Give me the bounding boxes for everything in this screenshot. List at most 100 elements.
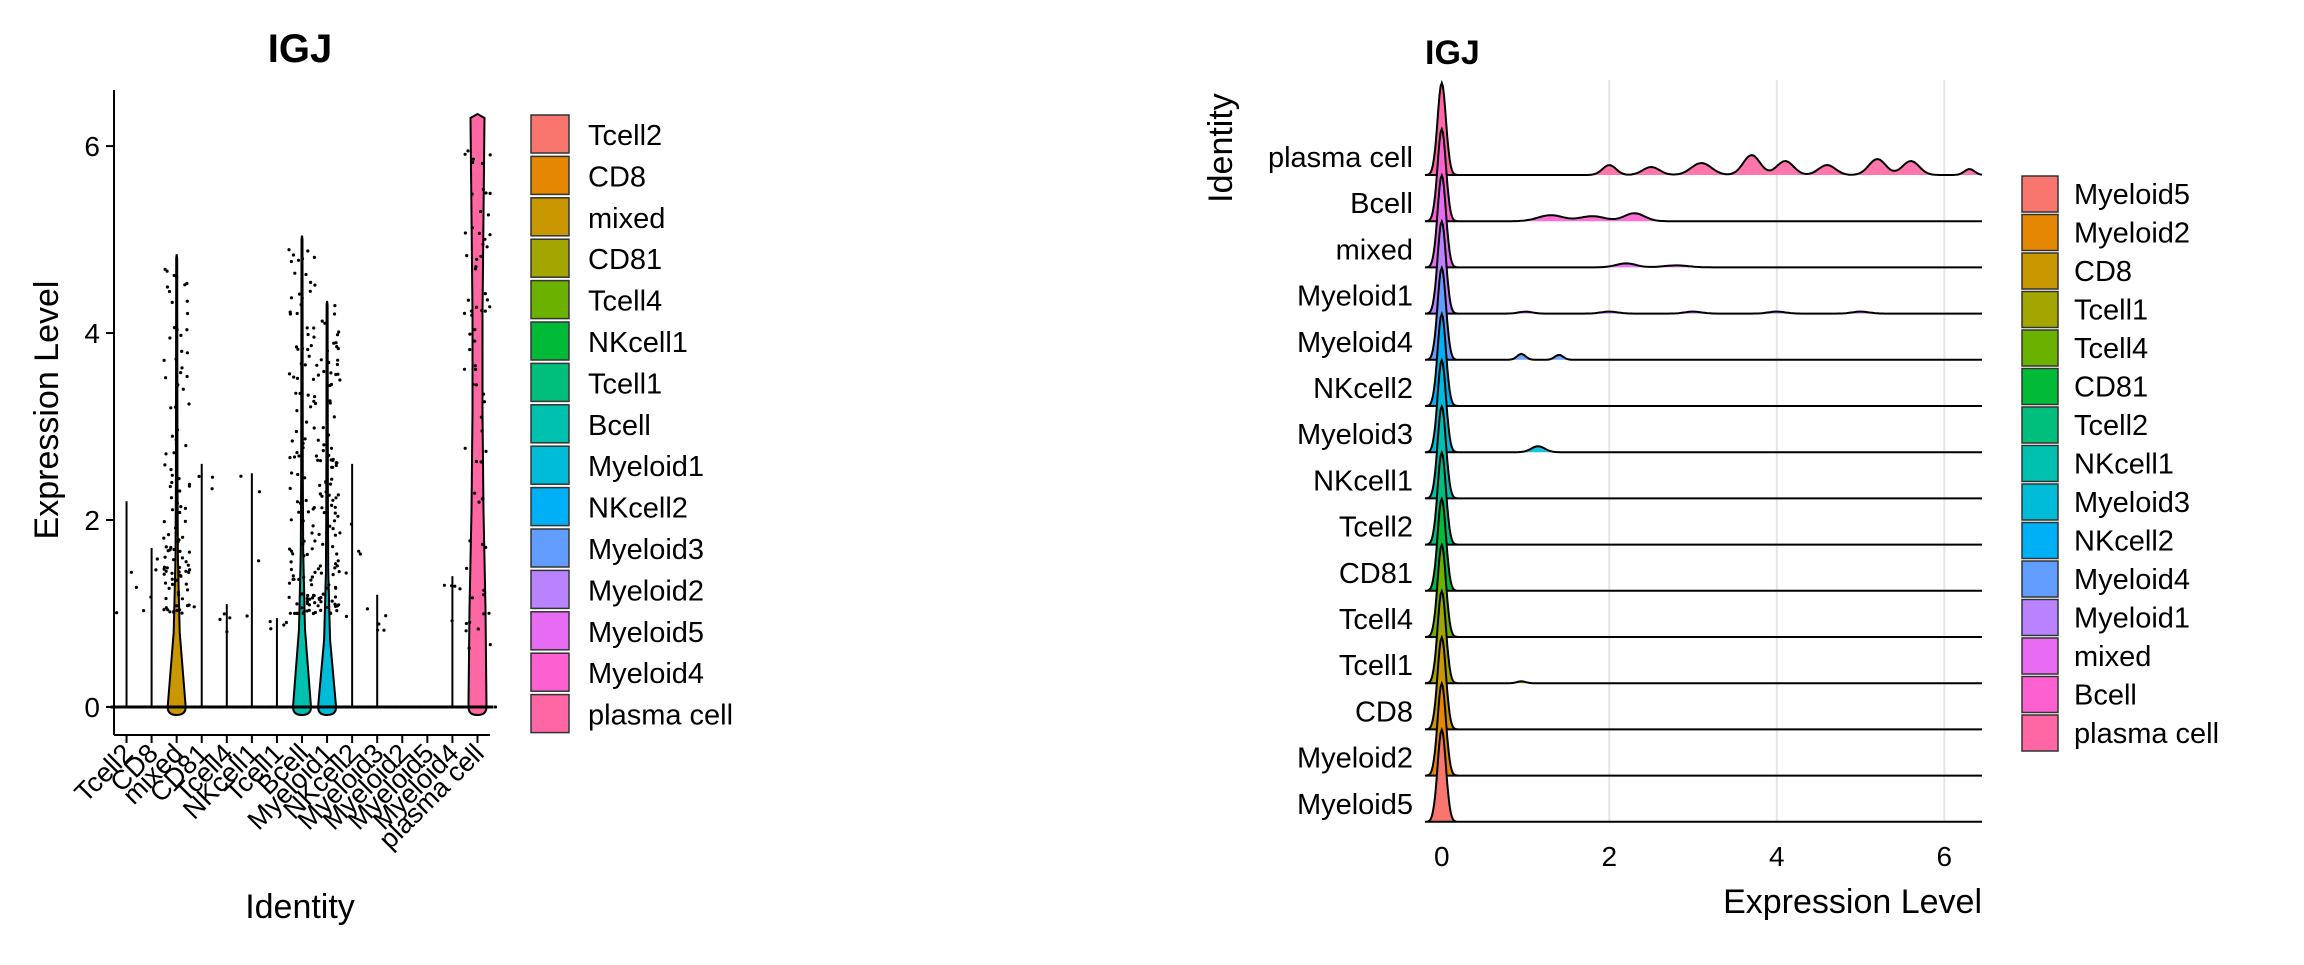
legend-label: plasma cell: [588, 700, 733, 732]
jitter-point: [162, 520, 166, 524]
jitter-point: [187, 570, 191, 575]
jitter-point: [170, 300, 174, 304]
jitter-point: [332, 415, 336, 419]
jitter-point: [170, 480, 174, 485]
violin-y-label: Expression Level: [28, 281, 66, 540]
jitter-point: [185, 351, 189, 355]
jitter-point: [184, 444, 188, 448]
jitter-point: [303, 363, 307, 367]
jitter-point: [187, 603, 191, 607]
jitter-point: [312, 326, 316, 330]
legend-key: [2021, 483, 2059, 521]
jitter-point: [483, 237, 487, 241]
jitter-point: [480, 542, 485, 547]
jitter-point: [313, 610, 317, 615]
jitter-point: [177, 477, 181, 481]
ridge-cd8: CD8: [1355, 634, 1982, 731]
jitter-point: [172, 326, 177, 330]
violin-bcell: [286, 235, 322, 716]
jitter-point: [175, 608, 179, 613]
jitter-point: [320, 319, 324, 323]
legend-label: Tcell4: [2074, 333, 2148, 365]
jitter-point: [289, 518, 293, 522]
ridge-y-tick-label: Myeloid2: [1297, 743, 1413, 775]
legend-label: Tcell2: [2074, 410, 2148, 442]
jitter-point: [300, 296, 304, 300]
jitter-point: [169, 545, 173, 550]
jitter-point: [344, 614, 349, 619]
jitter-point: [172, 273, 176, 278]
jitter-point: [471, 157, 475, 161]
ridge-y-tick-label: Myeloid1: [1297, 281, 1413, 313]
violin-myeloid3: [361, 594, 397, 709]
jitter-point: [291, 253, 295, 257]
legend-label: CD81: [2074, 372, 2148, 404]
jitter-point: [332, 341, 336, 345]
jitter-point: [329, 371, 333, 375]
violin-y-tick-label: 0: [84, 692, 100, 723]
jitter-point: [295, 376, 300, 380]
jitter-point: [309, 405, 313, 409]
jitter-point: [482, 612, 486, 616]
jitter-point: [305, 601, 309, 606]
jitter-point: [299, 362, 303, 366]
jitter-point: [289, 296, 294, 300]
violin-tcell2: [110, 501, 147, 709]
legend-key: [2021, 714, 2059, 752]
legend-key: [530, 486, 570, 527]
jitter-point: [474, 383, 478, 387]
jitter-point: [324, 480, 328, 484]
jitter-point: [296, 258, 301, 262]
jitter-point: [465, 566, 469, 571]
legend-key: [530, 197, 570, 237]
jitter-point: [488, 153, 492, 157]
jitter-point: [330, 503, 334, 507]
jitter-point: [180, 556, 184, 560]
legend-label: Myeloid5: [2074, 179, 2190, 211]
jitter-point: [313, 283, 317, 287]
jitter-point: [187, 550, 191, 554]
jitter-point: [149, 595, 153, 599]
jitter-point: [484, 545, 488, 550]
jitter-point: [338, 378, 342, 382]
jitter-point: [312, 255, 316, 259]
jitter-point: [162, 572, 166, 576]
jitter-point: [176, 383, 180, 387]
ridge-myeloid5: Myeloid5: [1297, 726, 1982, 823]
legend-key: [2021, 290, 2059, 329]
jitter-point: [165, 269, 169, 273]
jitter-point: [164, 376, 168, 380]
jitter-point: [180, 366, 184, 370]
legend-label: Myeloid4: [588, 658, 704, 690]
jitter-point: [163, 581, 168, 585]
violin-y-tick-label: 6: [84, 131, 100, 162]
jitter-point: [300, 606, 304, 610]
jitter-point: [324, 490, 328, 494]
jitter-point: [310, 531, 314, 535]
legend-label: Tcell2: [588, 120, 662, 152]
jitter-point: [169, 468, 173, 472]
jitter-point: [481, 496, 485, 500]
jitter-point: [179, 333, 183, 337]
jitter-point: [304, 272, 308, 277]
jitter-point: [185, 311, 190, 316]
jitter-point: [312, 335, 316, 339]
jitter-point: [473, 328, 477, 332]
jitter-point: [178, 549, 182, 554]
jitter-point: [328, 482, 333, 486]
jitter-point: [301, 446, 305, 450]
legend-label: Myeloid1: [588, 451, 704, 483]
jitter-point: [306, 393, 310, 397]
jitter-point: [177, 593, 181, 597]
jitter-point: [330, 477, 334, 481]
jitter-point: [485, 245, 489, 249]
jitter-point: [164, 569, 168, 573]
legend-key: [2021, 406, 2059, 444]
jitter-point: [335, 552, 339, 556]
ridge-x-tick-label: 0: [1434, 841, 1450, 872]
jitter-point: [179, 371, 183, 375]
jitter-point: [488, 305, 492, 309]
jitter-point: [468, 332, 472, 336]
jitter-point: [155, 557, 159, 561]
